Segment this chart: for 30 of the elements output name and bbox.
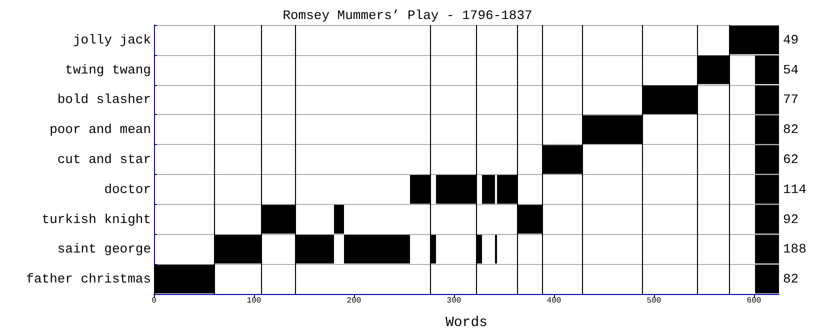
x-axis-title: Words: [445, 315, 488, 331]
text: 62: [783, 152, 799, 167]
text: 82: [783, 122, 799, 138]
y-tick-label: bold slasher: [57, 92, 151, 108]
x-tick-label: 200: [346, 296, 362, 306]
y-tick-label: saint george: [57, 242, 151, 257]
text: 54: [783, 62, 799, 78]
x-tick-label: 100: [246, 296, 262, 306]
y-tick-label: doctor: [104, 182, 151, 197]
y-tick-label: cut and star: [57, 152, 151, 167]
x-tick-label: 600: [746, 296, 762, 306]
text: 49: [783, 32, 799, 48]
text: 92: [783, 212, 799, 227]
x-tick-label: 300: [446, 296, 462, 306]
y-tick-label: turkish knight: [42, 212, 151, 227]
bar: [334, 204, 344, 234]
text: 82: [783, 272, 799, 287]
x-tick-label: 500: [646, 296, 662, 306]
y-tick-label: twing twang: [65, 62, 151, 78]
text: 114: [783, 182, 807, 197]
y-tick-label: jolly jack: [72, 32, 152, 48]
bar: [344, 234, 410, 264]
text: 188: [783, 242, 806, 257]
x-tick-label: 0: [152, 296, 157, 306]
x-tick-label: 400: [546, 296, 562, 306]
bar: [482, 175, 495, 204]
y-tick-label: father christmas: [26, 272, 151, 287]
y-tick-label: poor and mean: [50, 122, 151, 138]
chart-title: Romsey Mummers’ Play - 1796-1837: [282, 8, 532, 23]
text: 77: [783, 92, 799, 108]
